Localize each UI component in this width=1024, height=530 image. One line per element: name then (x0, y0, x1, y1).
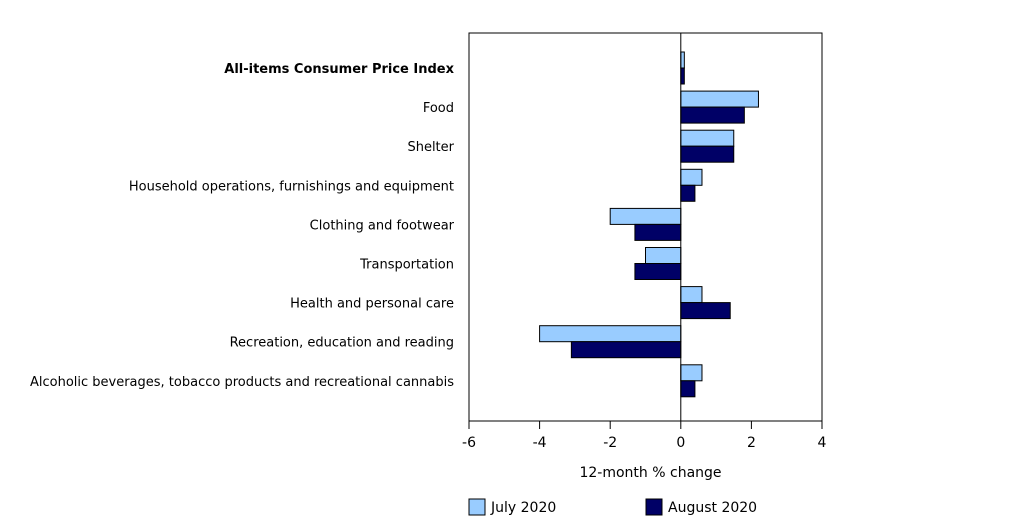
category-label: Clothing and footwear (310, 218, 455, 233)
x-tick-label: -2 (603, 435, 617, 451)
bar-august (634, 263, 682, 280)
bar-july (680, 364, 703, 382)
x-axis-ticks: -6 -4 -2 0 2 4 (462, 421, 827, 451)
bar-august (634, 223, 682, 241)
bar-august (680, 184, 696, 202)
bar-august (570, 341, 682, 359)
bars (539, 51, 759, 398)
x-tick-label: 0 (676, 435, 685, 451)
category-label: Health and personal care (290, 297, 454, 312)
bar-august (680, 106, 745, 124)
category-label: Alcoholic beverages, tobacco products an… (30, 375, 454, 390)
category-label: Food (423, 101, 454, 116)
category-label: Shelter (407, 140, 454, 155)
x-tick-label: -4 (533, 435, 547, 451)
bar-july (609, 207, 682, 225)
legend-label-august: August 2020 (668, 500, 757, 516)
category-labels: All-items Consumer Price Index Food Shelte… (30, 62, 455, 390)
x-axis-title: 12-month % change (579, 465, 721, 481)
bar-august (680, 67, 685, 85)
bar-july (680, 286, 703, 304)
x-tick-label: 2 (747, 435, 756, 451)
legend-swatch-july (468, 498, 486, 516)
category-label: Household operations, furnishings and eq… (129, 179, 454, 194)
category-label: Recreation, education and reading (230, 336, 454, 351)
x-tick-label: -6 (462, 435, 476, 451)
legend: July 2020 August 2020 (468, 498, 757, 516)
legend-label-july: July 2020 (490, 500, 556, 516)
bar-july (680, 129, 735, 147)
bar-august (680, 302, 731, 320)
bar-july (645, 247, 682, 264)
bar-july (680, 90, 759, 108)
legend-swatch-august (645, 498, 663, 516)
bar-august (680, 380, 696, 398)
x-tick-label: 4 (818, 435, 827, 451)
category-label: All-items Consumer Price Index (224, 62, 454, 77)
bar-july (680, 51, 685, 69)
bar-august (680, 145, 735, 163)
category-label: Transportation (359, 258, 454, 273)
bar-july (539, 325, 682, 343)
plot-frame (468, 32, 823, 422)
bar-july (680, 168, 703, 186)
